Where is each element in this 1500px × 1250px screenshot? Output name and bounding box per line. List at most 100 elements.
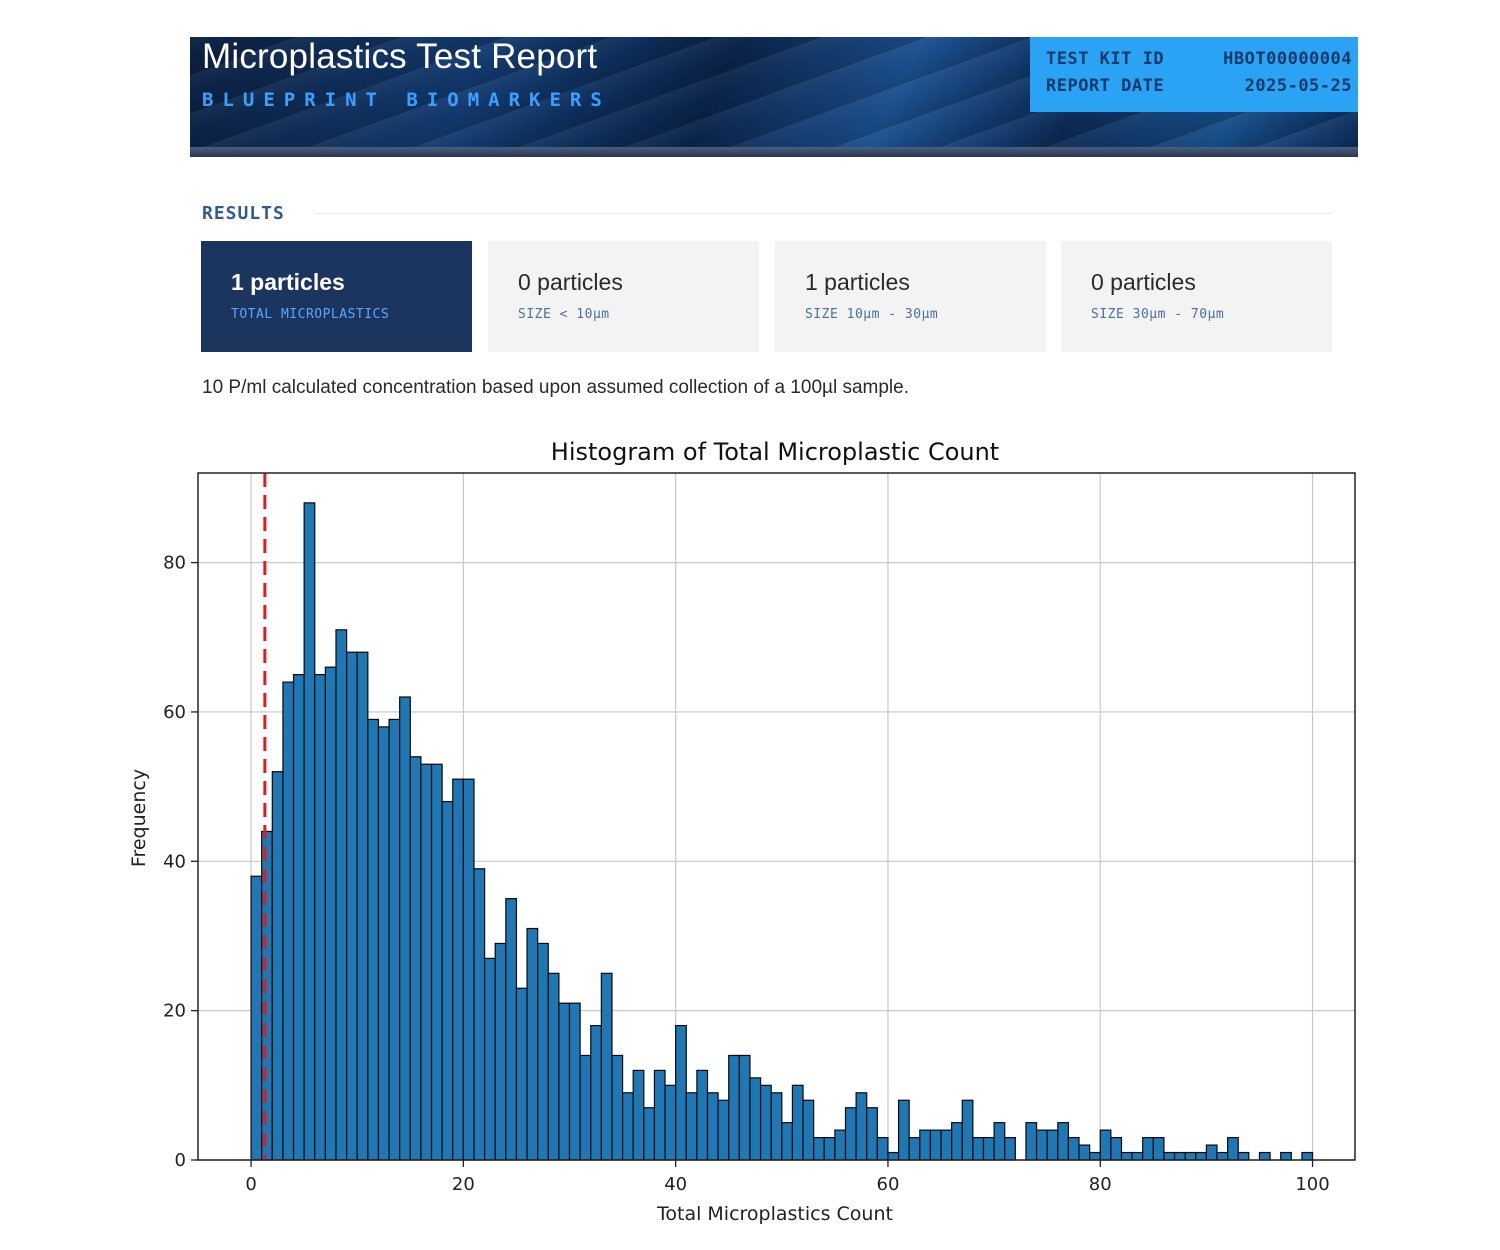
histogram-bar bbox=[537, 942, 549, 1161]
chart-title: Histogram of Total Microplastic Count bbox=[551, 438, 999, 466]
histogram-bar bbox=[558, 1002, 571, 1161]
histogram-bar bbox=[388, 718, 401, 1161]
histogram-bar bbox=[1173, 1151, 1186, 1161]
histogram-bar bbox=[430, 763, 443, 1161]
result-card-size-under-10: 0 particles SIZE < 10µm bbox=[488, 241, 759, 352]
histogram-bar bbox=[951, 1122, 963, 1161]
brand-name: BLUEPRINT BIOMARKERS bbox=[202, 89, 611, 111]
histogram-bar bbox=[781, 1122, 794, 1161]
histogram-bar bbox=[452, 778, 464, 1161]
histogram-bar bbox=[1046, 1129, 1059, 1161]
histogram-bar bbox=[823, 1136, 836, 1161]
concentration-note: 10 P/ml calculated concentration based u… bbox=[202, 377, 909, 398]
histogram-bar bbox=[346, 651, 358, 1161]
histogram-bar bbox=[887, 1151, 900, 1161]
histogram-bar bbox=[961, 1099, 974, 1161]
histogram-bar bbox=[303, 502, 316, 1161]
result-desc: TOTAL MICROPLASTICS bbox=[231, 307, 390, 322]
kit-id-row: TEST KIT ID HBOT00000004 bbox=[1046, 49, 1352, 69]
results-divider bbox=[315, 213, 1332, 214]
histogram-bar bbox=[1184, 1151, 1197, 1161]
histogram-bar bbox=[590, 1024, 602, 1161]
histogram-bar bbox=[1035, 1129, 1048, 1161]
histogram-bar bbox=[1216, 1151, 1229, 1161]
histogram-bar bbox=[377, 726, 390, 1161]
histogram-bar bbox=[483, 957, 496, 1161]
x-tick-label: 40 bbox=[664, 1174, 687, 1195]
histogram-bar bbox=[919, 1129, 932, 1161]
x-axis-label: Total Microplastics Count bbox=[656, 1203, 893, 1225]
histogram-bar bbox=[1089, 1151, 1101, 1161]
histogram-bar bbox=[1025, 1122, 1038, 1161]
histogram-bar bbox=[972, 1136, 985, 1161]
histogram-bar bbox=[1258, 1151, 1271, 1161]
result-count: 0 particles bbox=[1091, 269, 1196, 295]
y-axis-label: Frequency bbox=[128, 769, 150, 867]
histogram-bar bbox=[1067, 1136, 1080, 1161]
histogram-bar bbox=[473, 868, 486, 1161]
histogram-bar bbox=[441, 800, 454, 1161]
histogram-bar bbox=[420, 763, 433, 1161]
histogram-bar bbox=[367, 718, 380, 1161]
x-tick-label: 0 bbox=[245, 1174, 256, 1195]
histogram-bar bbox=[908, 1136, 921, 1161]
histogram-bar bbox=[929, 1129, 942, 1161]
histogram-bar bbox=[621, 1092, 634, 1161]
histogram-bar bbox=[1131, 1151, 1144, 1161]
y-tick-label: 60 bbox=[163, 702, 186, 723]
kit-id-label: TEST KIT ID bbox=[1046, 49, 1165, 69]
report-title: Microplastics Test Report bbox=[202, 37, 598, 76]
result-count: 1 particles bbox=[231, 269, 345, 295]
histogram-bar bbox=[1163, 1151, 1176, 1161]
histogram-bar bbox=[1142, 1136, 1154, 1161]
histogram-bar bbox=[409, 756, 422, 1161]
histogram-bar bbox=[685, 1092, 698, 1161]
result-card-total: 1 particles TOTAL MICROPLASTICS bbox=[201, 241, 472, 352]
histogram-bar bbox=[494, 942, 507, 1161]
histogram-bar bbox=[993, 1122, 1006, 1161]
histogram-bar bbox=[897, 1099, 910, 1161]
histogram-bar bbox=[855, 1092, 868, 1161]
histogram-bar bbox=[282, 681, 295, 1161]
histogram-bar bbox=[982, 1136, 995, 1161]
histogram-bar bbox=[271, 771, 284, 1161]
y-tick-label: 40 bbox=[163, 851, 186, 872]
y-tick-label: 20 bbox=[163, 1001, 186, 1022]
report-header-banner: Microplastics Test Report BLUEPRINT BIOM… bbox=[190, 37, 1358, 157]
histogram-bar bbox=[844, 1107, 857, 1161]
kit-info-box: TEST KIT ID HBOT00000004 REPORT DATE 202… bbox=[1030, 37, 1358, 112]
results-heading: RESULTS bbox=[202, 203, 285, 224]
histogram-bar bbox=[1057, 1122, 1070, 1161]
x-tick-label: 20 bbox=[452, 1174, 475, 1195]
result-count: 1 particles bbox=[805, 269, 910, 295]
histogram-bar bbox=[643, 1107, 656, 1161]
histogram-bar bbox=[759, 1084, 772, 1161]
histogram-bar bbox=[568, 1002, 581, 1161]
histogram-bar bbox=[399, 696, 411, 1161]
histogram-bar bbox=[1280, 1151, 1292, 1161]
histogram-bar bbox=[1237, 1151, 1250, 1161]
result-count: 0 particles bbox=[518, 269, 623, 295]
histogram-bar bbox=[600, 972, 613, 1161]
histogram-bar bbox=[717, 1099, 730, 1161]
x-tick-label: 100 bbox=[1295, 1174, 1329, 1195]
histogram-bar bbox=[1120, 1151, 1133, 1161]
histogram-bar bbox=[462, 778, 475, 1161]
report-date-value: 2025-05-25 bbox=[1244, 76, 1352, 96]
histogram-bar bbox=[706, 1092, 719, 1161]
histogram-chart: Histogram of Total Microplastic Count 0 2… bbox=[128, 438, 1356, 1225]
histogram-bar bbox=[866, 1107, 878, 1161]
histogram-bar bbox=[791, 1084, 804, 1161]
histogram-bar bbox=[261, 830, 273, 1161]
histogram-bar bbox=[749, 1077, 762, 1161]
histogram-bar bbox=[1227, 1136, 1239, 1161]
histogram-bar bbox=[696, 1069, 709, 1161]
histogram-bar bbox=[335, 629, 348, 1161]
histogram-bar bbox=[876, 1136, 889, 1161]
histogram-bar bbox=[314, 674, 326, 1161]
histogram-bar bbox=[834, 1129, 847, 1161]
histogram-bar bbox=[250, 875, 263, 1161]
histogram-bar bbox=[505, 898, 518, 1161]
report-date-row: REPORT DATE 2025-05-25 bbox=[1046, 76, 1352, 96]
histogram-bars bbox=[250, 502, 1314, 1161]
